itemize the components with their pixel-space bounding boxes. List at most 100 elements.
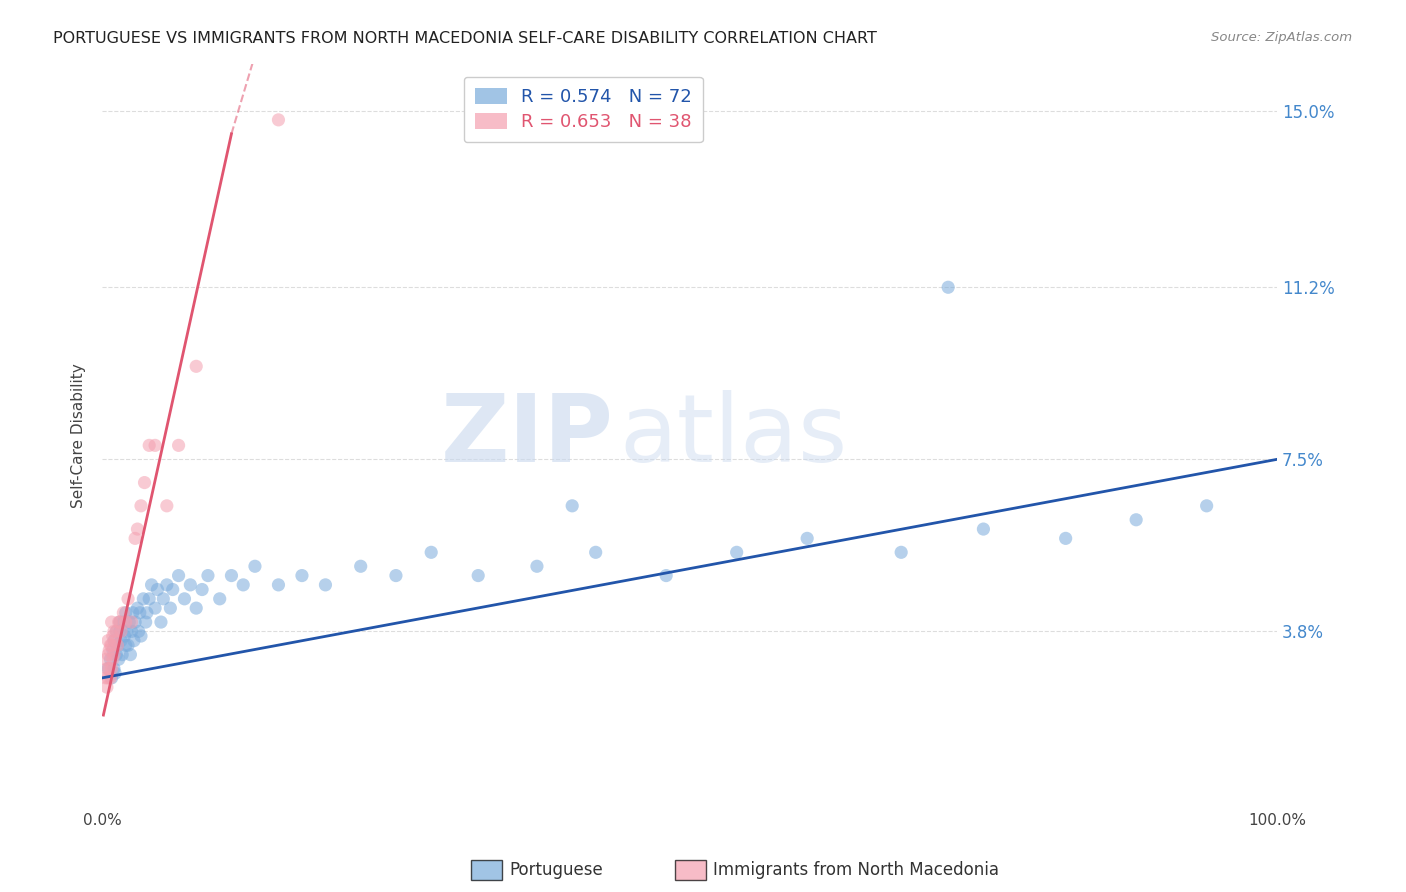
Point — [143, 438, 166, 452]
Point — [101, 652, 124, 666]
Point — [100, 615, 122, 629]
Point — [132, 591, 155, 606]
Point — [103, 633, 125, 648]
Point — [152, 591, 174, 606]
Point — [972, 522, 994, 536]
Point — [121, 624, 143, 639]
Point — [128, 606, 150, 620]
Point — [561, 499, 583, 513]
Point — [127, 522, 149, 536]
Point — [167, 438, 190, 452]
Point — [890, 545, 912, 559]
Point — [1195, 499, 1218, 513]
Point — [134, 475, 156, 490]
Point — [267, 578, 290, 592]
Point — [104, 633, 127, 648]
Point — [197, 568, 219, 582]
Point — [143, 601, 166, 615]
Point — [100, 662, 122, 676]
Point — [186, 359, 208, 374]
Point — [122, 633, 145, 648]
Text: atlas: atlas — [619, 390, 848, 482]
Point — [96, 680, 118, 694]
Point — [1054, 532, 1077, 546]
Point — [129, 499, 152, 513]
Point — [121, 606, 143, 620]
Point — [135, 606, 157, 620]
Point — [94, 671, 117, 685]
Point — [267, 112, 290, 127]
Point — [114, 606, 136, 620]
Point — [243, 559, 266, 574]
Point — [173, 591, 195, 606]
Point — [467, 568, 489, 582]
Point — [100, 671, 122, 685]
Point — [98, 643, 121, 657]
Point — [101, 629, 124, 643]
Point — [97, 633, 120, 648]
Point — [101, 643, 124, 657]
Point — [97, 671, 120, 685]
Point — [146, 582, 169, 597]
Point — [103, 662, 125, 676]
Point — [186, 601, 208, 615]
Point — [291, 568, 314, 582]
Point — [94, 652, 117, 666]
Point — [159, 601, 181, 615]
Y-axis label: Self-Care Disability: Self-Care Disability — [72, 364, 86, 508]
Point — [232, 578, 254, 592]
Point — [108, 624, 131, 639]
Point — [107, 638, 129, 652]
Point — [114, 638, 136, 652]
Legend: R = 0.574   N = 72, R = 0.653   N = 38: R = 0.574 N = 72, R = 0.653 N = 38 — [464, 77, 703, 142]
Point — [162, 582, 184, 597]
Point — [128, 624, 150, 639]
Point — [1125, 513, 1147, 527]
Point — [420, 545, 443, 559]
Point — [97, 648, 120, 662]
Point — [103, 648, 125, 662]
Point — [385, 568, 408, 582]
Point — [138, 591, 160, 606]
Point — [796, 532, 818, 546]
Point — [120, 648, 142, 662]
Point — [585, 545, 607, 559]
Point — [124, 615, 146, 629]
Point — [108, 615, 131, 629]
Point — [118, 615, 141, 629]
Point — [167, 568, 190, 582]
Point — [112, 615, 135, 629]
Point — [936, 280, 959, 294]
Point — [103, 624, 125, 639]
Point — [129, 629, 152, 643]
Point — [221, 568, 243, 582]
Point — [117, 638, 139, 652]
Point — [98, 662, 121, 676]
Point — [100, 638, 122, 652]
Point — [117, 591, 139, 606]
Point — [112, 606, 135, 620]
Point — [124, 532, 146, 546]
Point — [191, 582, 214, 597]
Text: ZIP: ZIP — [440, 390, 613, 482]
Point — [114, 615, 136, 629]
Point — [179, 578, 201, 592]
Point — [350, 559, 373, 574]
Point — [135, 615, 157, 629]
Point — [100, 638, 122, 652]
Text: Immigrants from North Macedonia: Immigrants from North Macedonia — [713, 861, 998, 879]
Point — [105, 624, 128, 639]
Point — [149, 615, 172, 629]
Point — [107, 652, 129, 666]
Point — [110, 624, 132, 639]
Point — [314, 578, 336, 592]
Point — [655, 568, 678, 582]
Point — [105, 624, 128, 639]
Point — [108, 615, 131, 629]
Point — [156, 578, 179, 592]
Text: Source: ZipAtlas.com: Source: ZipAtlas.com — [1212, 31, 1353, 45]
Point — [138, 438, 160, 452]
Point — [127, 601, 149, 615]
Point — [141, 578, 163, 592]
Point — [96, 662, 118, 676]
